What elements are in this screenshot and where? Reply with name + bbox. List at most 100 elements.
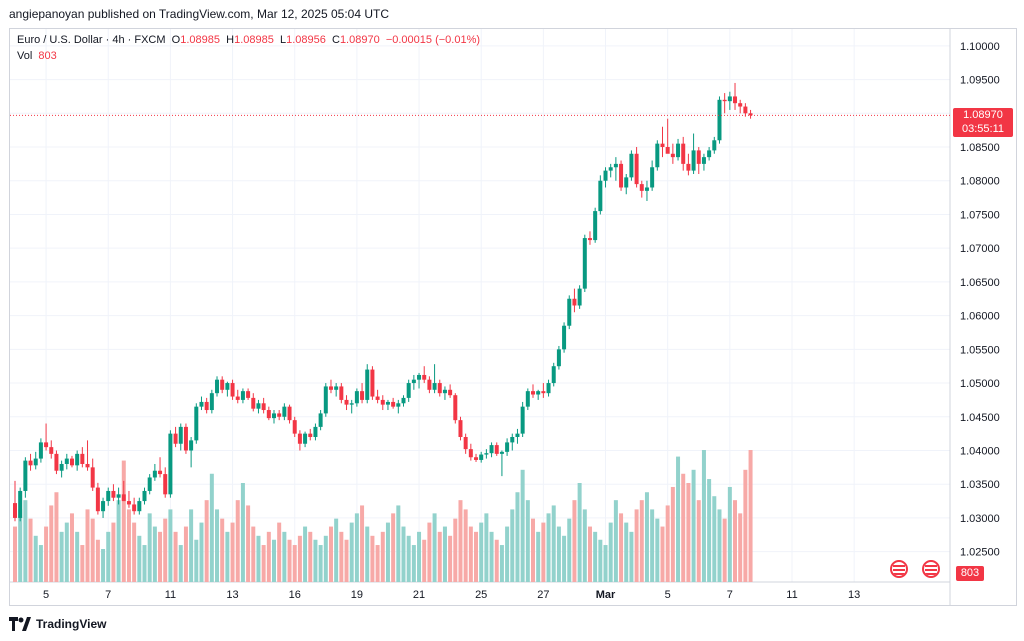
candle-body: [722, 99, 727, 102]
candle-body: [266, 410, 271, 419]
volume-bar: [147, 513, 152, 582]
candle-body: [59, 463, 64, 471]
candle-body: [173, 433, 178, 444]
volume-bar: [152, 526, 157, 582]
volume-bar: [489, 531, 494, 582]
volume-bar: [13, 526, 17, 582]
volume-bar: [722, 518, 727, 582]
volume-bar: [303, 526, 308, 582]
candle-body: [360, 391, 365, 400]
candle-body: [701, 157, 706, 164]
candle-body: [562, 325, 567, 350]
volume-bar: [738, 513, 743, 582]
candle-body: [33, 458, 38, 466]
candle-body: [733, 96, 738, 104]
candle-body: [437, 383, 442, 394]
candle-body: [577, 288, 582, 306]
candle-body: [541, 391, 546, 394]
legend-open-value: 1.08985: [180, 34, 220, 46]
candle-body: [308, 433, 313, 438]
candle: [323, 383, 328, 417]
candle-body: [344, 399, 349, 405]
candle: [743, 103, 748, 117]
candle: [328, 379, 333, 394]
candle-body: [644, 187, 649, 191]
candle: [240, 388, 245, 404]
volume-bar: [85, 509, 90, 582]
candle-body: [520, 406, 525, 434]
volume-bar: [562, 535, 567, 582]
candle-body: [365, 369, 370, 400]
candle-body: [240, 391, 245, 400]
volume-bar: [411, 545, 416, 582]
volume-bar: [556, 526, 561, 582]
candle-body: [147, 477, 152, 491]
volume-bar: [178, 545, 183, 582]
volume-bar: [458, 500, 463, 582]
candle: [106, 487, 111, 506]
volume-bar: [282, 531, 287, 582]
candle: [28, 453, 33, 471]
candle: [132, 497, 137, 515]
candle-body: [251, 397, 256, 409]
candle: [313, 423, 318, 441]
candle-body: [463, 437, 468, 450]
candle-body: [442, 389, 447, 394]
volume-label[interactable]: Vol: [17, 50, 33, 62]
candle: [691, 133, 696, 174]
price-tick-label: 1.04500: [960, 412, 1000, 424]
volume-bar: [639, 500, 644, 582]
candle-body: [619, 163, 624, 188]
volume-bar: [385, 522, 390, 582]
candle: [251, 393, 256, 412]
candle: [158, 457, 163, 478]
volume-bar: [619, 513, 624, 582]
volume-bar: [69, 513, 74, 582]
time-tick-label: 11: [165, 589, 176, 601]
candle: [577, 285, 582, 309]
candle-body: [468, 449, 473, 458]
candle: [126, 490, 131, 508]
us-flag-event-icon[interactable]: [922, 560, 940, 578]
volume-bar: [743, 469, 748, 582]
candle: [722, 93, 727, 114]
candle-body: [38, 442, 43, 459]
volume-bar: [168, 509, 173, 582]
volume-bar: [28, 518, 33, 582]
candle: [608, 163, 613, 178]
candle: [593, 207, 598, 243]
candle-body: [598, 180, 603, 212]
volume-bar: [297, 535, 302, 582]
volume-bar: [132, 522, 137, 582]
candle: [655, 140, 660, 171]
candle-body: [613, 163, 618, 168]
candle: [38, 438, 43, 463]
volume-bar: [655, 518, 660, 582]
candle-body: [525, 391, 530, 407]
candle: [619, 160, 624, 191]
legend-symbol[interactable]: Euro / U.S. Dollar · 4h · FXCM: [17, 34, 166, 46]
volume-bar: [240, 483, 245, 582]
candle: [152, 463, 157, 481]
volume-bar: [525, 500, 530, 582]
candle-body: [158, 470, 163, 475]
volume-bar: [318, 545, 323, 582]
candle-body: [354, 391, 359, 404]
us-flag-event-icon[interactable]: [890, 560, 908, 578]
volume-bar: [328, 526, 333, 582]
footer-brand[interactable]: TradingView: [9, 617, 106, 631]
candle-body: [582, 238, 587, 289]
candle: [468, 443, 473, 461]
volume-bar: [344, 539, 349, 582]
candle-body: [551, 366, 556, 384]
time-axis: 5 7 11 13 16 19 21 25 27 Mar 5 7 11 13: [43, 589, 860, 601]
volume-bar: [209, 473, 214, 582]
volume-bar: [215, 509, 220, 582]
price-tick-label: 1.07000: [960, 243, 1000, 255]
candle-body: [587, 238, 592, 241]
last-price-value: 1.08970: [963, 109, 1003, 121]
price-tick-label: 1.03500: [960, 479, 1000, 491]
volume-bar: [686, 483, 691, 582]
candle: [168, 430, 173, 498]
